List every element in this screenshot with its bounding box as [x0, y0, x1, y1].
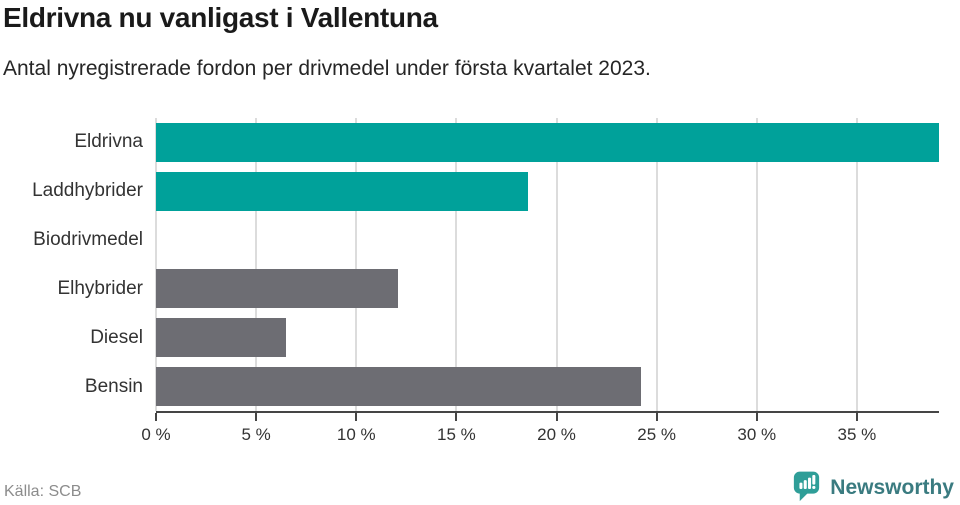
bar-row-elhybrider	[156, 264, 939, 313]
x-tick-25	[655, 413, 658, 421]
bar-row-laddhybrider	[156, 167, 939, 216]
category-label-bensin: Bensin	[84, 375, 143, 397]
category-label-biodrivmedel: Biodrivmedel	[33, 229, 143, 251]
bar-row-eldrivna	[156, 118, 939, 167]
newsworthy-logo-icon	[792, 470, 821, 505]
source-note: Källa: SCB	[4, 483, 82, 500]
gridline-30	[755, 118, 758, 411]
x-tick-label-10: 10 %	[336, 425, 376, 444]
chart-subtitle: Antal nyregistrerade fordon per drivmede…	[3, 57, 651, 80]
bar-laddhybrider	[156, 171, 529, 211]
brand-lockup: Newsworthy	[792, 471, 954, 505]
x-tick-label-15: 15 %	[437, 425, 476, 444]
category-label-diesel: Diesel	[90, 326, 143, 348]
category-label-laddhybrider: Laddhybrider	[32, 180, 143, 202]
bar-row-bensin	[156, 362, 939, 411]
gridline-5	[255, 118, 258, 411]
bar-series	[156, 118, 939, 411]
x-tick-label-20: 20 %	[537, 425, 576, 444]
bar-eldrivna	[156, 122, 939, 162]
x-tick-label-0: 0 %	[141, 425, 171, 444]
gridline-15	[455, 118, 458, 411]
brand-name: Newsworthy	[830, 476, 954, 499]
chart-title: Eldrivna nu vanligast i Vallentuna	[3, 2, 438, 33]
x-tick-label-30: 30 %	[737, 425, 777, 444]
x-tick-20	[555, 413, 558, 421]
gridline-10	[355, 118, 358, 411]
x-tick-15	[455, 413, 458, 421]
category-label-elhybrider: Elhybrider	[57, 277, 143, 299]
bar-diesel	[156, 318, 287, 358]
gridline-35	[855, 118, 858, 411]
bar-row-diesel	[156, 313, 939, 362]
gridline-20	[555, 118, 558, 411]
gridlines	[155, 118, 939, 411]
gridline-25	[655, 118, 658, 411]
x-tick-0	[155, 413, 157, 421]
x-tick-label-25: 25 %	[637, 425, 676, 444]
bar-elhybrider	[156, 269, 399, 309]
x-tick-35	[855, 413, 858, 421]
category-label-eldrivna: Eldrivna	[74, 131, 143, 153]
bar-bensin	[156, 367, 641, 407]
x-tick-10	[355, 413, 358, 421]
gridline-0	[155, 118, 157, 411]
x-axis: 0 % 5 % 10 % 15 % 20 % 25 % 30 % 35 %	[141, 413, 939, 455]
x-tick-30	[755, 413, 758, 421]
bar-row-biodrivmedel	[156, 216, 939, 265]
x-tick-label-5: 5 %	[241, 425, 271, 444]
x-tick-5	[255, 413, 258, 421]
category-axis: Eldrivna Laddhybrider Biodrivmedel Elhybrid…	[0, 118, 143, 411]
x-tick-label-35: 35 %	[837, 425, 877, 444]
plot-area	[155, 118, 939, 413]
